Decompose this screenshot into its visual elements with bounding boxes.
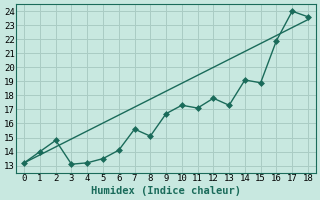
- X-axis label: Humidex (Indice chaleur): Humidex (Indice chaleur): [91, 186, 241, 196]
